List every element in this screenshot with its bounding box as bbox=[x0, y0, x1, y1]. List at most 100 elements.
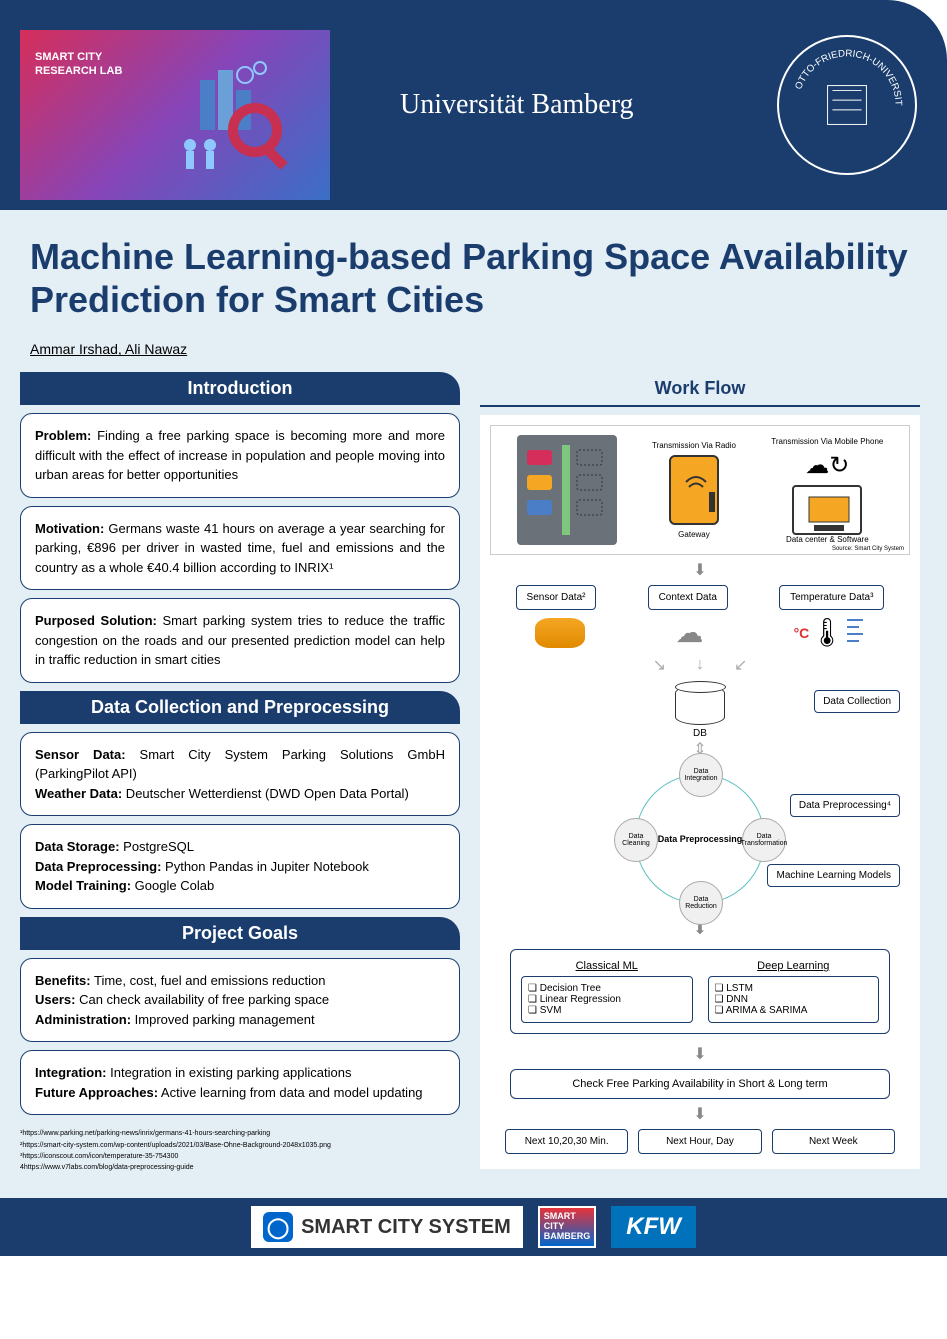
scs-logo: ◯ SMART CITY SYSTEM bbox=[251, 1206, 523, 1248]
dl-col: Deep Learning LSTM DNN ARIMA & SARIMA bbox=[708, 960, 880, 1023]
time-box-3: Next Week bbox=[772, 1129, 895, 1154]
footer: ◯ SMART CITY SYSTEM SMART CITY BAMBERG K… bbox=[0, 1198, 947, 1256]
time-horizons-row: Next 10,20,30 Min. Next Hour, Day Next W… bbox=[505, 1129, 895, 1154]
data-sources-row: Sensor Data² Context Data Temperature Da… bbox=[490, 585, 910, 610]
dl-title: Deep Learning bbox=[708, 960, 880, 972]
integration-text: Integration in existing parking applicat… bbox=[107, 1065, 352, 1080]
trans-radio-label: Transmission Via Radio bbox=[652, 441, 736, 450]
output-box: Check Free Parking Availability in Short… bbox=[510, 1069, 890, 1099]
context-data-box: Context Data bbox=[648, 585, 728, 610]
sensor-label: Sensor Data: bbox=[35, 747, 126, 762]
motivation-label: Motivation: bbox=[35, 521, 104, 536]
scb-line3: BAMBERG bbox=[544, 1232, 591, 1242]
storage-text: PostgreSQL bbox=[120, 839, 194, 854]
data-collection-label: Data Collection bbox=[814, 690, 900, 713]
poster-content: Machine Learning-based Parking Space Ava… bbox=[0, 210, 947, 1198]
dl-list: LSTM DNN ARIMA & SARIMA bbox=[708, 976, 880, 1023]
poster-title: Machine Learning-based Parking Space Ava… bbox=[20, 210, 927, 341]
ml-item: SVM bbox=[528, 1005, 686, 1016]
temp-data-box: Temperature Data³ bbox=[779, 585, 884, 610]
ml-item: DNN bbox=[715, 994, 873, 1005]
training-text: Google Colab bbox=[131, 878, 214, 893]
arrow-down-icon bbox=[690, 1104, 710, 1124]
preprocess-circle: Data Preprocessing Data Integration Data… bbox=[635, 774, 765, 904]
lab-badge: SMART CITY RESEARCH LAB bbox=[20, 30, 330, 200]
storage-label: Data Storage: bbox=[35, 839, 120, 854]
training-label: Model Training: bbox=[35, 878, 131, 893]
ml-item: LSTM bbox=[715, 983, 873, 994]
db-icon bbox=[675, 685, 725, 725]
thermometer-icon: °C 🌡 bbox=[794, 615, 865, 650]
problem-box: Problem: Finding a free parking space is… bbox=[20, 413, 460, 498]
goals-box-1: Benefits: Time, cost, fuel and emissions… bbox=[20, 958, 460, 1043]
university-seal: OTTO-FRIEDRICH-UNIVERSITÄT BAMBERG bbox=[777, 35, 917, 175]
right-column: Work Flow bbox=[480, 372, 920, 1178]
future-label: Future Approaches: bbox=[35, 1085, 158, 1100]
problem-text: Finding a free parking space is becoming… bbox=[35, 428, 445, 482]
db-label: DB bbox=[490, 728, 910, 739]
data-sources-box: Sensor Data: Smart City System Parking S… bbox=[20, 732, 460, 817]
scs-text: SMART CITY SYSTEM bbox=[301, 1216, 511, 1239]
data-header: Data Collection and Preprocessing bbox=[20, 691, 460, 724]
future-text: Active learning from data and model upda… bbox=[158, 1085, 423, 1100]
ref-2: ²https://smart-city-system.com/wp-conten… bbox=[20, 1140, 460, 1151]
time-box-2: Next Hour, Day bbox=[638, 1129, 761, 1154]
motivation-box: Motivation: Germans waste 41 hours on av… bbox=[20, 506, 460, 591]
goals-box-2: Integration: Integration in existing par… bbox=[20, 1050, 460, 1115]
university-name: Universität Bamberg bbox=[400, 89, 777, 121]
wf-top-panel: Transmission Via Radio Gateway Transmiss… bbox=[490, 425, 910, 555]
pp-center-label: Data Preprocessing bbox=[658, 834, 743, 844]
benefits-label: Benefits: bbox=[35, 973, 91, 988]
wf-source: Source: Smart City System bbox=[832, 546, 904, 552]
parking-lot-icon bbox=[517, 435, 617, 545]
lab-illustration bbox=[160, 60, 300, 180]
references: ¹https://www.parking.net/parking-news/in… bbox=[20, 1123, 460, 1178]
data-preprocessing-label: Data Preprocessing⁴ bbox=[790, 794, 900, 817]
preprocess-section: Data Preprocessing Data Integration Data… bbox=[490, 774, 910, 904]
admin-label: Administration: bbox=[35, 1012, 131, 1027]
ml-item: ARIMA & SARIMA bbox=[715, 1005, 873, 1016]
preprocess-text: Python Pandas in Jupiter Notebook bbox=[161, 859, 368, 874]
solution-label: Purposed Solution: bbox=[35, 613, 157, 628]
kfw-logo: KFW bbox=[611, 1206, 696, 1248]
time-box-1: Next 10,20,30 Min. bbox=[505, 1129, 628, 1154]
workflow-header: Work Flow bbox=[480, 372, 920, 407]
weather-text: Deutscher Wetterdienst (DWD Open Data Po… bbox=[122, 786, 409, 801]
ml-item: Linear Regression bbox=[528, 994, 686, 1005]
workflow-diagram: Transmission Via Radio Gateway Transmiss… bbox=[480, 415, 920, 1169]
sensor-icon bbox=[535, 618, 585, 648]
arrows-to-db: ↘↓↙ bbox=[490, 655, 910, 675]
benefits-text: Time, cost, fuel and emissions reduction bbox=[91, 973, 326, 988]
problem-label: Problem: bbox=[35, 428, 91, 443]
scs-icon: ◯ bbox=[263, 1212, 293, 1242]
pp-transform: Data Transformation bbox=[742, 818, 786, 862]
sensor-data-box: Sensor Data² bbox=[516, 585, 597, 610]
integration-label: Integration: bbox=[35, 1065, 107, 1080]
tools-box: Data Storage: PostgreSQL Data Preprocess… bbox=[20, 824, 460, 909]
pp-integration: Data Integration bbox=[679, 753, 723, 797]
db-section: DB Data Collection bbox=[490, 685, 910, 739]
intro-header: Introduction bbox=[20, 372, 460, 405]
gateway-icon bbox=[669, 455, 719, 525]
classical-ml-col: Classical ML Decision Tree Linear Regres… bbox=[521, 960, 693, 1023]
weather-label: Weather Data: bbox=[35, 786, 122, 801]
users-label: Users: bbox=[35, 992, 75, 1007]
ml-models-box: Classical ML Decision Tree Linear Regres… bbox=[510, 949, 890, 1034]
data-icons-row: ☁ °C 🌡 bbox=[490, 615, 910, 650]
authors: Ammar Irshad, Ali Nawaz bbox=[20, 341, 927, 372]
datacenter-icon bbox=[792, 485, 862, 535]
ref-4: 4https://www.v7labs.com/blog/data-prepro… bbox=[20, 1162, 460, 1173]
arrow-down-icon bbox=[690, 560, 710, 580]
trans-mobile-label: Transmission Via Mobile Phone bbox=[771, 437, 883, 446]
classical-title: Classical ML bbox=[521, 960, 693, 972]
ml-models-label: Machine Learning Models bbox=[767, 864, 900, 887]
ref-1: ¹https://www.parking.net/parking-news/in… bbox=[20, 1128, 460, 1139]
arrow-down-icon bbox=[690, 1044, 710, 1064]
scb-logo: SMART CITY BAMBERG bbox=[538, 1206, 597, 1248]
gateway-label: Gateway bbox=[652, 530, 736, 539]
ml-item: Decision Tree bbox=[528, 983, 686, 994]
poster-header: SMART CITY RESEARCH LAB Universität Bamb… bbox=[0, 0, 947, 210]
cloud-sync-icon: ☁↻ bbox=[771, 451, 883, 480]
admin-text: Improved parking management bbox=[131, 1012, 315, 1027]
users-text: Can check availability of free parking s… bbox=[75, 992, 329, 1007]
